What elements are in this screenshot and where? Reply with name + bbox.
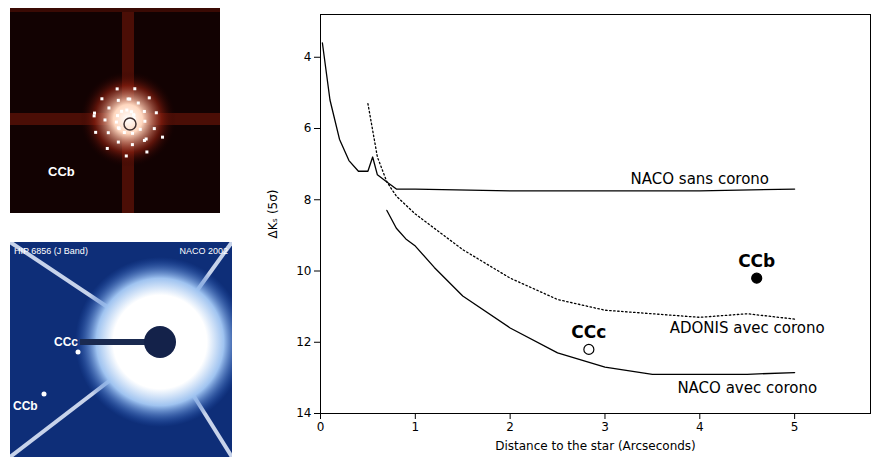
svg-text:CCc: CCc — [54, 335, 78, 349]
svg-text:4: 4 — [696, 420, 704, 434]
svg-text:6: 6 — [304, 121, 312, 135]
svg-text:NACO sans corono: NACO sans corono — [631, 170, 770, 188]
svg-text:CCc: CCc — [571, 322, 606, 342]
svg-text:3: 3 — [601, 420, 609, 434]
svg-text:CCb: CCb — [48, 164, 75, 179]
svg-text:4: 4 — [304, 50, 312, 64]
svg-text:CCb: CCb — [738, 251, 775, 271]
svg-text:CCb: CCb — [13, 399, 38, 413]
svg-text:0: 0 — [317, 420, 325, 434]
svg-text:5: 5 — [791, 420, 799, 434]
svg-text:14: 14 — [296, 406, 311, 420]
svg-text:HIP 6856 (J Band): HIP 6856 (J Band) — [14, 246, 88, 256]
svg-text:8: 8 — [304, 193, 312, 207]
svg-text:10: 10 — [296, 264, 311, 278]
svg-text:2: 2 — [506, 420, 514, 434]
svg-text:12: 12 — [296, 335, 311, 349]
svg-text:ADONIS avec corono: ADONIS avec corono — [670, 319, 825, 337]
svg-text:ΔKₛ (5σ): ΔKₛ (5σ) — [266, 190, 280, 239]
svg-text:NACO 2002: NACO 2002 — [179, 246, 228, 256]
svg-text:NACO avec corono: NACO avec corono — [677, 379, 817, 397]
svg-text:1: 1 — [412, 420, 420, 434]
svg-text:Distance to the star (Arcsecon: Distance to the star (Arcseconds) — [495, 439, 696, 453]
